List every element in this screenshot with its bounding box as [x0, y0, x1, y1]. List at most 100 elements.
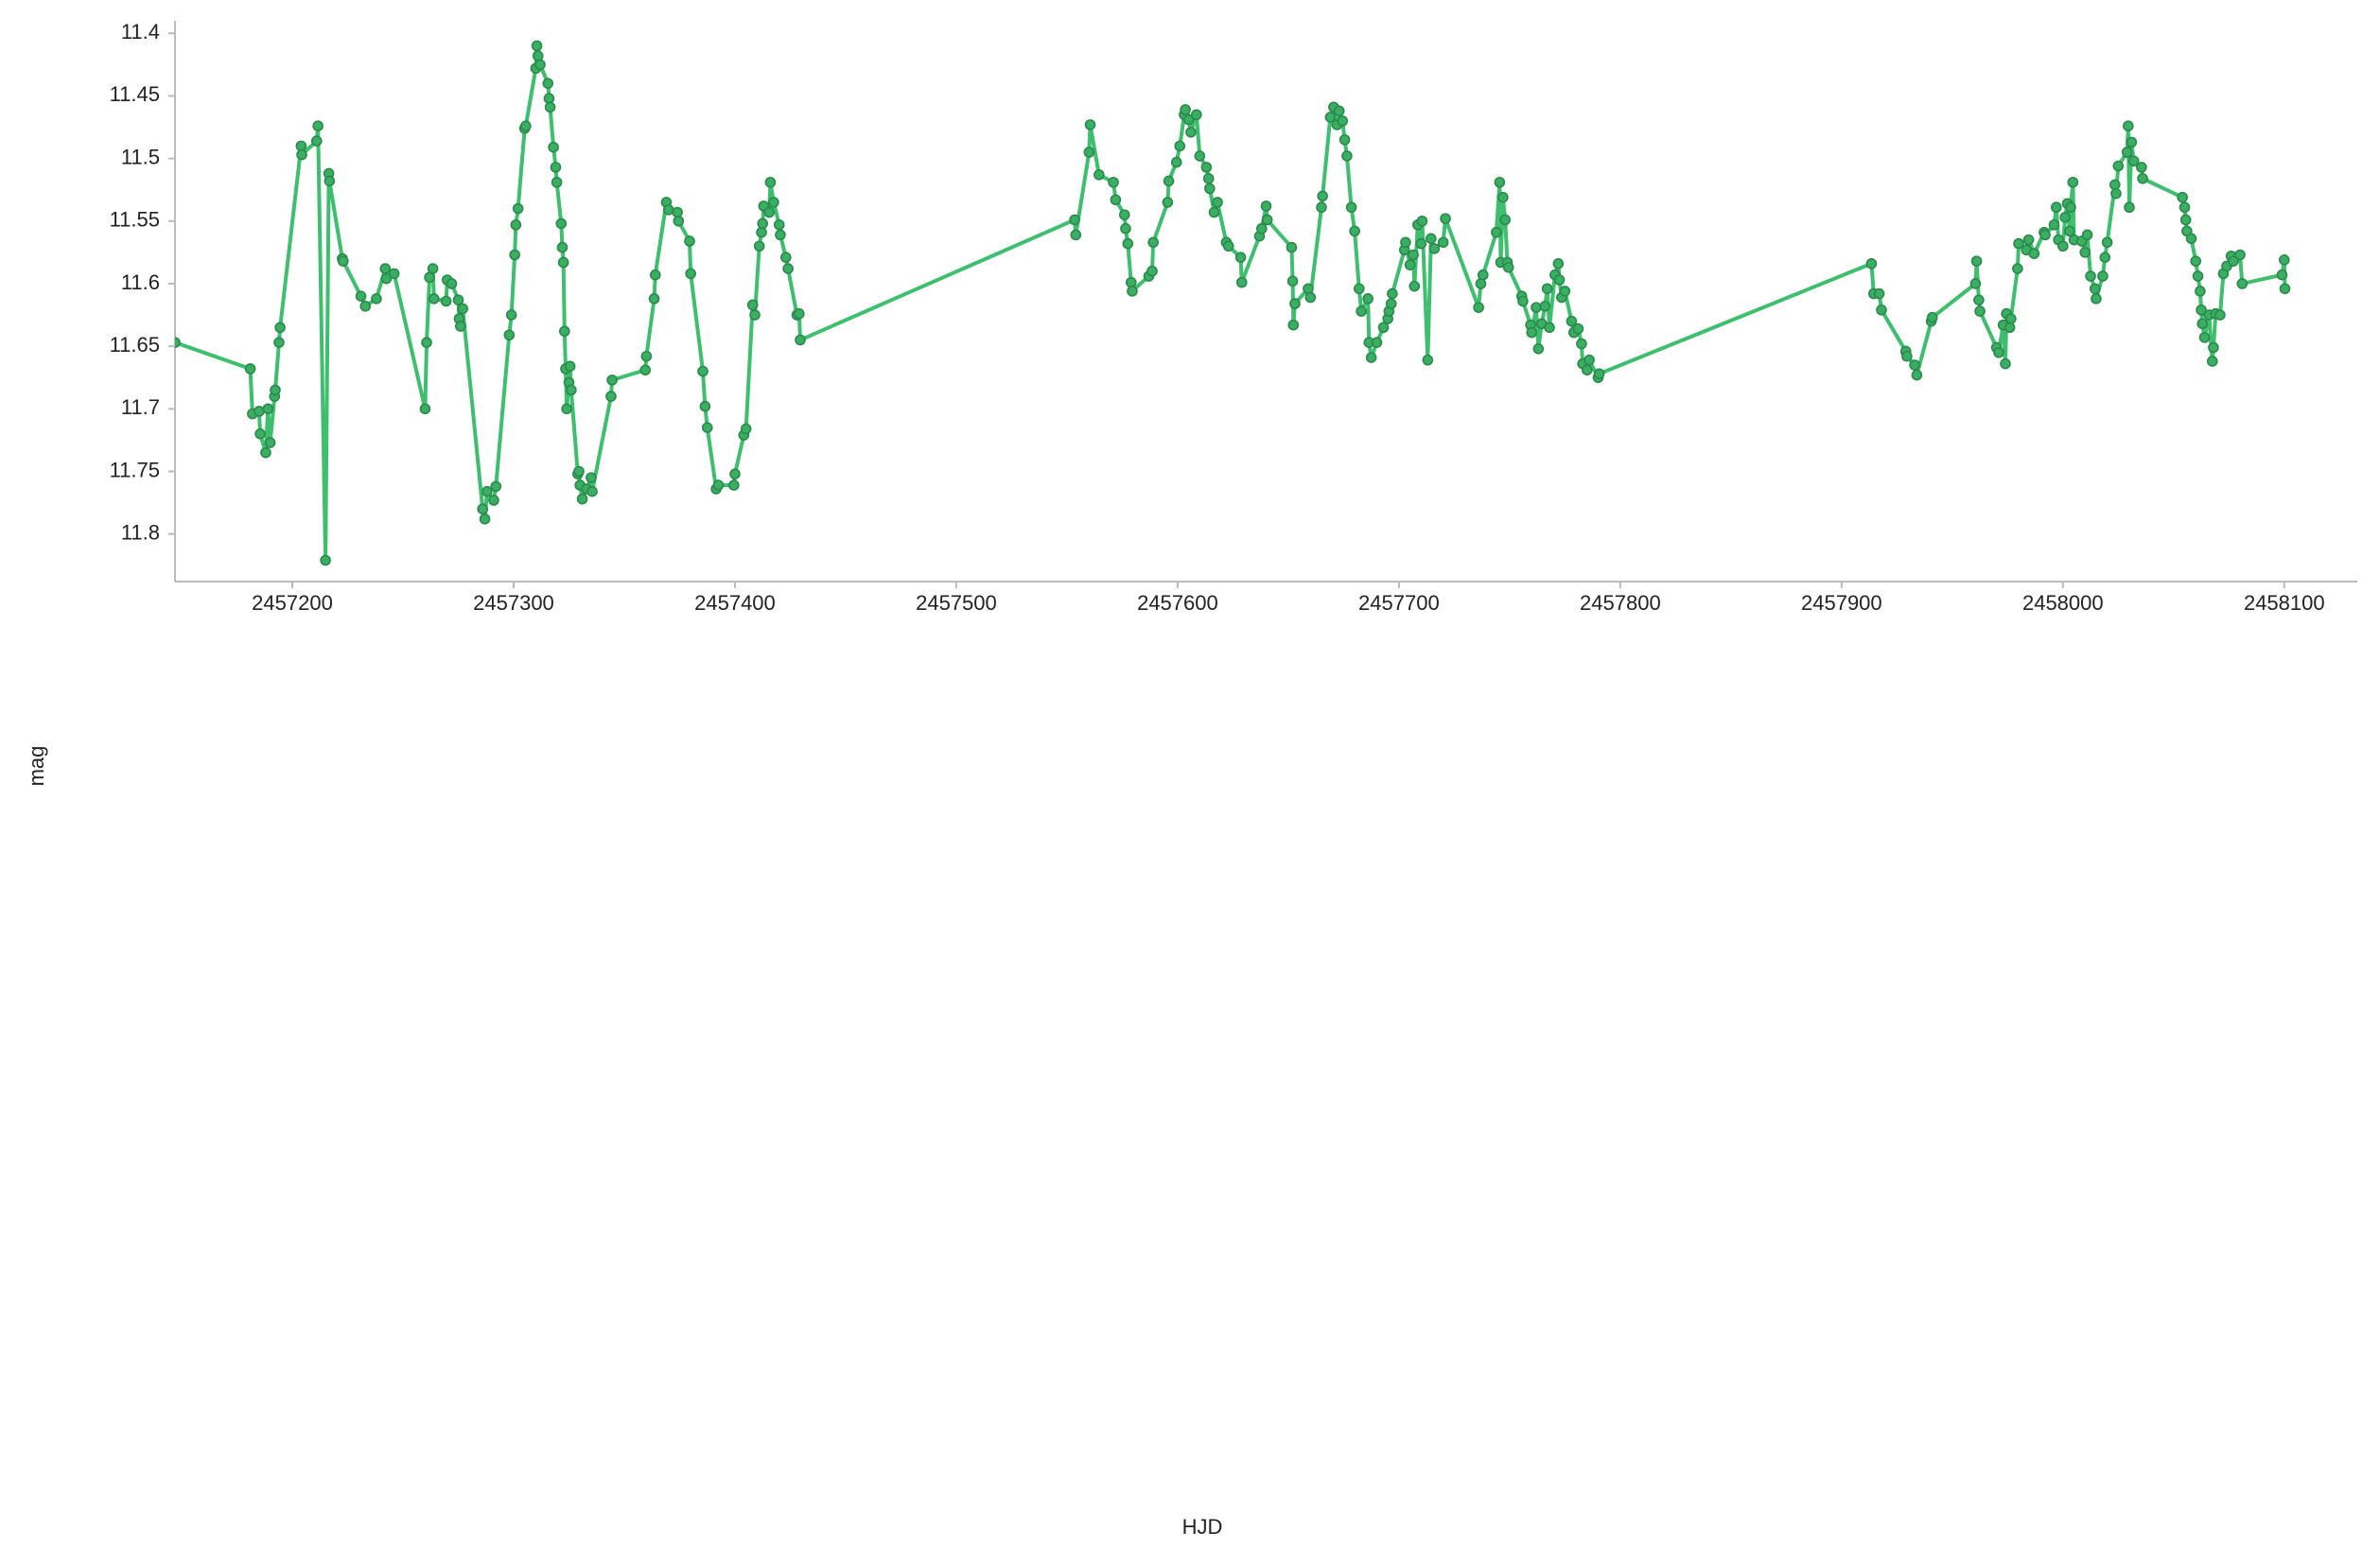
- data-point: [1122, 237, 1134, 250]
- data-point: [1194, 150, 1206, 162]
- data-point: [1974, 305, 1986, 317]
- data-point: [310, 135, 323, 147]
- data-point: [1174, 140, 1186, 152]
- data-point: [1303, 283, 1314, 295]
- data-point: [1083, 147, 1095, 158]
- data-point: [1876, 304, 1887, 316]
- data-point: [2190, 255, 2201, 267]
- data-point: [673, 215, 685, 227]
- data-point: [649, 269, 661, 281]
- data-point: [1502, 261, 1514, 273]
- data-point: [1531, 302, 1542, 313]
- data-point: [1287, 319, 1300, 331]
- x-tick-label: 2457500: [916, 591, 997, 615]
- data-point: [1473, 302, 1484, 313]
- data-point: [270, 384, 281, 396]
- data-point: [1926, 311, 1938, 323]
- data-point: [1353, 283, 1365, 295]
- data-point: [1422, 354, 1434, 366]
- data-point: [520, 120, 532, 131]
- data-point: [427, 263, 439, 274]
- data-point: [380, 272, 393, 285]
- data-point: [1566, 315, 1578, 327]
- data-point: [556, 241, 569, 253]
- data-point: [1437, 236, 1449, 249]
- data-point: [606, 374, 618, 386]
- data-point: [566, 384, 577, 396]
- data-point: [763, 206, 776, 218]
- data-point: [1440, 213, 1451, 224]
- data-point: [1289, 298, 1301, 309]
- data-point: [490, 480, 502, 493]
- data-point: [2124, 201, 2135, 214]
- data-point: [2081, 229, 2093, 241]
- data-point: [1146, 265, 1158, 277]
- data-point: [1333, 105, 1345, 117]
- data-point: [1094, 169, 1105, 181]
- data-point: [1212, 197, 1223, 208]
- data-point: [1286, 241, 1298, 253]
- plot-area: [175, 40, 2291, 566]
- data-point: [548, 141, 559, 153]
- data-point: [1345, 201, 1357, 214]
- data-point: [749, 309, 761, 321]
- data-point: [421, 337, 432, 348]
- data-point: [1526, 326, 1538, 339]
- data-point: [2050, 201, 2062, 214]
- data-point: [2099, 252, 2111, 263]
- data-point: [505, 309, 517, 321]
- data-point: [1377, 322, 1390, 334]
- data-point: [1163, 175, 1175, 187]
- data-point: [1499, 214, 1511, 226]
- data-point: [1185, 127, 1197, 138]
- data-point: [1362, 293, 1374, 304]
- data-point: [1532, 342, 1545, 355]
- data-point: [1404, 259, 1416, 270]
- data-point: [1973, 294, 1985, 305]
- data-point: [2179, 201, 2191, 214]
- data-point: [740, 423, 752, 435]
- data-point: [2196, 304, 2207, 316]
- y-tick-label: 11.75: [110, 458, 160, 481]
- data-point: [794, 307, 805, 320]
- data-point: [2101, 236, 2113, 249]
- data-point: [555, 218, 568, 230]
- data-point: [1208, 206, 1220, 218]
- data-point: [2039, 229, 2051, 241]
- data-point: [2110, 187, 2122, 200]
- data-point: [2012, 263, 2023, 274]
- data-point: [746, 299, 759, 311]
- data-point: [2097, 270, 2109, 282]
- data-point: [1873, 287, 1885, 300]
- data-point: [1110, 194, 1122, 206]
- data-point: [1304, 291, 1317, 304]
- data-point: [1120, 222, 1131, 235]
- y-tick-label: 11.8: [121, 521, 160, 545]
- y-axis-label: mag: [25, 746, 48, 787]
- data-point: [1371, 337, 1383, 348]
- data-point: [2279, 283, 2291, 295]
- data-point: [1162, 197, 1174, 208]
- data-point: [2236, 278, 2249, 289]
- data-point: [428, 293, 440, 304]
- data-point: [2198, 332, 2211, 343]
- data-point: [1190, 109, 1202, 121]
- data-point: [1261, 214, 1273, 226]
- data-point: [2195, 286, 2206, 297]
- data-point: [1426, 233, 1437, 245]
- data-point: [2085, 270, 2096, 282]
- data-point: [531, 40, 543, 52]
- data-point: [1544, 322, 1555, 334]
- data-point: [712, 479, 725, 491]
- data-point: [2196, 318, 2209, 330]
- data-point: [532, 50, 544, 61]
- x-tick-label: 2457800: [1580, 591, 1661, 615]
- data-point: [764, 176, 777, 188]
- data-point: [452, 294, 464, 305]
- data-point: [1400, 236, 1411, 249]
- data-point: [2208, 341, 2219, 354]
- data-point: [1416, 215, 1428, 227]
- data-point: [662, 204, 674, 216]
- x-tick-label: 2457200: [252, 591, 333, 615]
